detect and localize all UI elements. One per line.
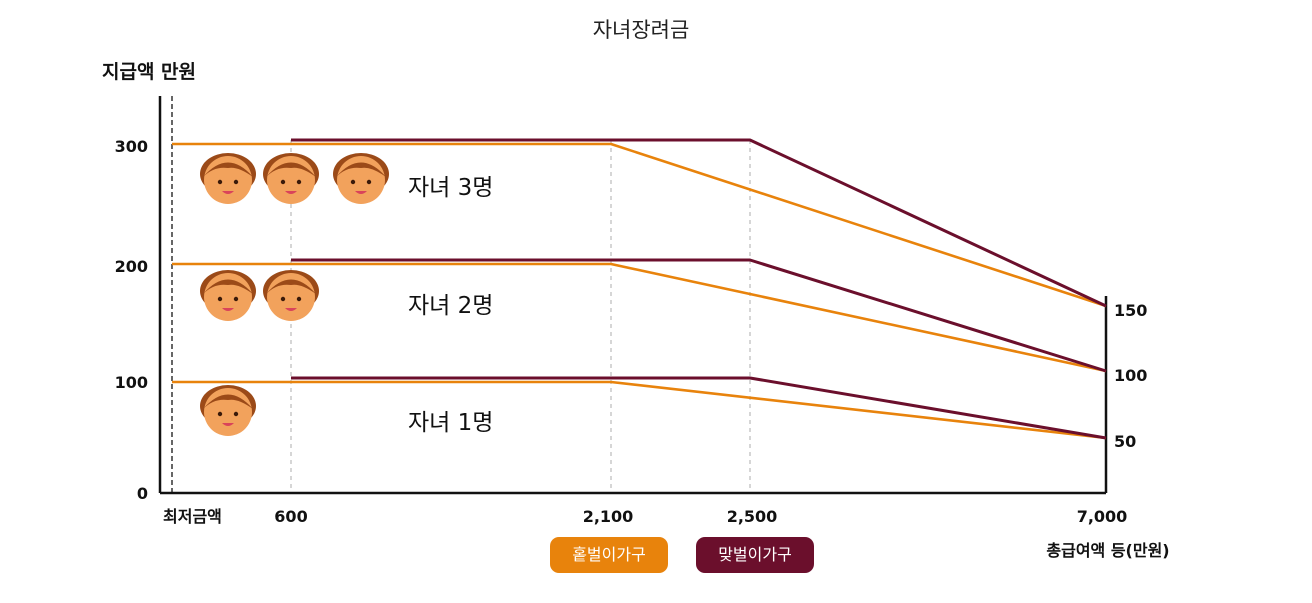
y-tick-200: 200 xyxy=(115,257,148,276)
x-axis-label: 총급여액 등(만원) xyxy=(1046,541,1169,560)
x-tick-2: 2,100 xyxy=(583,507,634,526)
y-tick-100: 100 xyxy=(115,373,148,392)
group-label-2: 자녀 2명 xyxy=(408,293,493,319)
x-tick-1: 600 xyxy=(274,507,307,526)
x-tick-0: 최저금액 xyxy=(163,507,222,526)
y-right-tick-50: 50 xyxy=(1114,432,1136,451)
y-right-tick-150: 150 xyxy=(1114,301,1147,320)
legend-dual-income: 맞벌이가구 xyxy=(696,537,814,573)
x-tick-4: 7,000 xyxy=(1077,507,1128,526)
y-tick-0: 0 xyxy=(137,484,148,503)
group-label-1: 자녀 1명 xyxy=(408,410,493,436)
child-face-icon xyxy=(263,153,319,204)
page-title: 자녀장려금 xyxy=(592,18,690,42)
series-line-3 xyxy=(291,258,1107,373)
y-right-tick-100: 100 xyxy=(1114,366,1147,385)
series-line-0 xyxy=(172,142,1107,308)
legend-single-income: 홑벌이가구 xyxy=(550,537,668,573)
group-label-3: 자녀 3명 xyxy=(408,175,493,201)
series-line-2 xyxy=(172,262,1107,373)
series-line-5 xyxy=(291,376,1107,440)
child-face-icon xyxy=(333,153,389,204)
series-line-4 xyxy=(172,380,1107,440)
x-tick-3: 2,500 xyxy=(727,507,778,526)
child-face-icon xyxy=(200,385,256,436)
y-tick-300: 300 xyxy=(115,137,148,156)
child-face-icon xyxy=(200,270,256,321)
series-line-1 xyxy=(291,138,1107,308)
child-face-icon xyxy=(263,270,319,321)
child-face-icon xyxy=(200,153,256,204)
y-axis-label: 지급액 만원 xyxy=(102,61,196,83)
